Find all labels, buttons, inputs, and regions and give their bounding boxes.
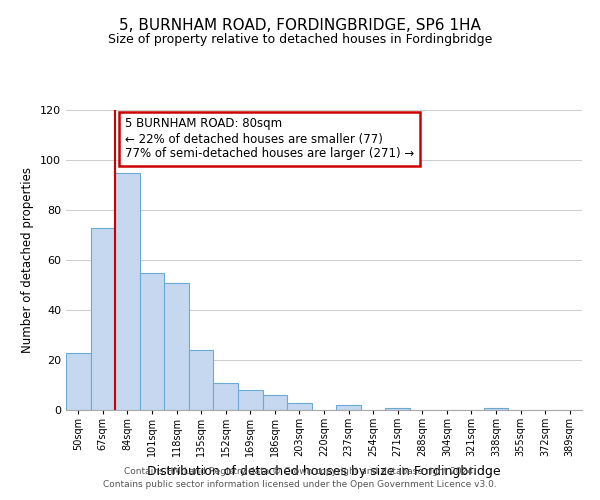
Bar	[263, 395, 287, 410]
Bar	[164, 282, 189, 410]
Bar	[91, 228, 115, 410]
Bar	[484, 408, 508, 410]
Text: 5, BURNHAM ROAD, FORDINGBRIDGE, SP6 1HA: 5, BURNHAM ROAD, FORDINGBRIDGE, SP6 1HA	[119, 18, 481, 32]
Bar	[189, 350, 214, 410]
Text: 5 BURNHAM ROAD: 80sqm
← 22% of detached houses are smaller (77)
77% of semi-deta: 5 BURNHAM ROAD: 80sqm ← 22% of detached …	[125, 118, 414, 160]
X-axis label: Distribution of detached houses by size in Fordingbridge: Distribution of detached houses by size …	[147, 464, 501, 477]
Y-axis label: Number of detached properties: Number of detached properties	[22, 167, 34, 353]
Bar	[66, 352, 91, 410]
Text: Size of property relative to detached houses in Fordingbridge: Size of property relative to detached ho…	[108, 32, 492, 46]
Bar	[238, 390, 263, 410]
Bar	[336, 405, 361, 410]
Bar	[140, 272, 164, 410]
Bar	[385, 408, 410, 410]
Bar	[115, 172, 140, 410]
Bar	[287, 402, 312, 410]
Bar	[214, 382, 238, 410]
Text: Contains HM Land Registry data © Crown copyright and database right 2024.: Contains HM Land Registry data © Crown c…	[124, 467, 476, 476]
Text: Contains public sector information licensed under the Open Government Licence v3: Contains public sector information licen…	[103, 480, 497, 489]
